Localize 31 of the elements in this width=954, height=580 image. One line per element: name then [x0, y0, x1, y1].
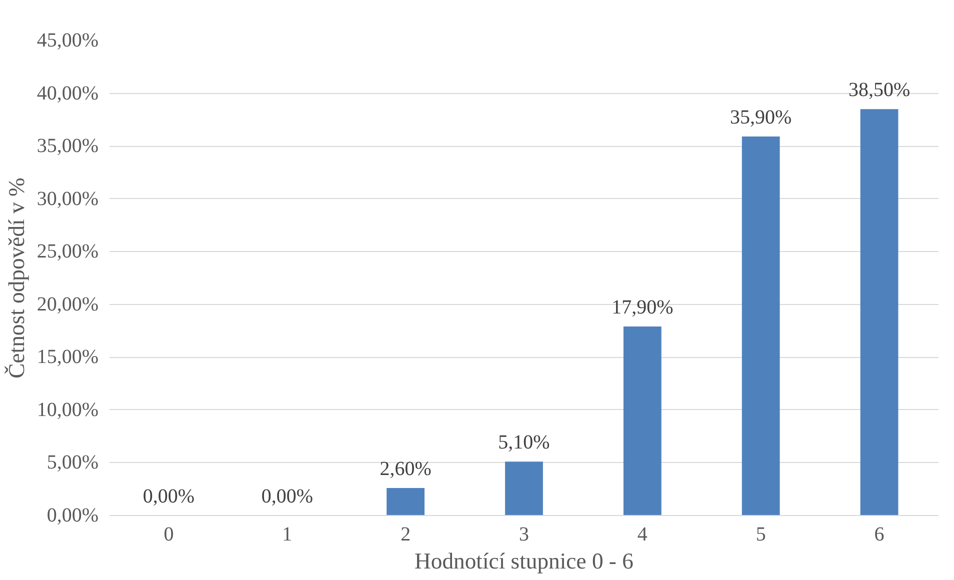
y-tick-label: 20,00% [36, 293, 99, 316]
x-tick-label: 1 [282, 524, 292, 546]
data-label: 17,90% [612, 296, 674, 319]
y-tick-label: 10,00% [36, 398, 99, 421]
data-label: 5,10% [498, 432, 550, 454]
data-label: 0,00% [261, 486, 313, 508]
y-tick-label: 25,00% [36, 240, 99, 263]
data-label: 0,00% [142, 486, 195, 508]
y-tick-label: 35,00% [36, 135, 99, 158]
x-tick-label: 2 [400, 524, 411, 546]
y-tick-label: 30,00% [36, 188, 99, 210]
bar [505, 462, 543, 516]
y-tick-label: 0,00% [46, 504, 99, 526]
y-axis-title: Četnost odpovědí v % [4, 178, 29, 378]
x-tick-label: 0 [164, 524, 174, 546]
data-label: 35,90% [730, 106, 792, 129]
x-axis-title: Hodnotící stupnice 0 - 6 [414, 548, 634, 574]
data-label: 2,60% [380, 458, 432, 480]
bar [623, 326, 662, 516]
y-tick-label: 40,00% [36, 82, 99, 104]
data-label: 38,50% [848, 79, 910, 102]
y-tick-label: 45,00% [36, 30, 99, 52]
x-tick-label: 5 [756, 524, 766, 546]
bar [860, 109, 898, 516]
x-tick-label: 4 [637, 524, 648, 546]
bar [386, 488, 425, 516]
bar [742, 136, 780, 516]
y-tick-label: 5,00% [46, 452, 99, 474]
y-tick-label: 15,00% [36, 346, 99, 368]
x-tick-label: 3 [519, 524, 529, 546]
x-tick-label: 6 [874, 524, 884, 546]
